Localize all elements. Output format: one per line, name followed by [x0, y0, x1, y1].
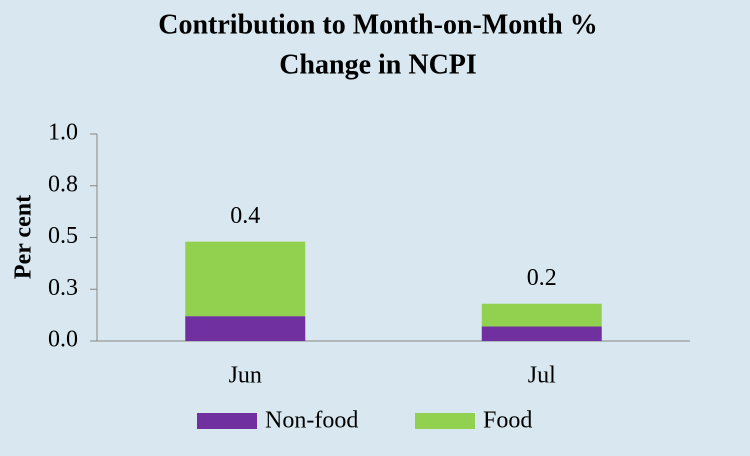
chart-title: Contribution to Month-on-Month %	[158, 9, 597, 40]
bar-segment	[481, 303, 602, 327]
legend-label: Food	[483, 408, 532, 434]
chart-title: Change in NCPI	[279, 49, 477, 80]
y-tick-label: 0.3	[48, 275, 78, 301]
data-label: 0.2	[527, 265, 557, 291]
bar-segment	[185, 316, 306, 341]
bar-segment	[185, 241, 306, 317]
legend-swatch	[197, 413, 257, 429]
legend-swatch	[415, 413, 475, 429]
y-axis-title: Per cent	[11, 195, 37, 279]
y-tick-label: 0.8	[48, 171, 78, 197]
data-label: 0.4	[230, 203, 260, 229]
bar-segment	[481, 326, 602, 341]
y-tick-label: 0.0	[48, 327, 78, 353]
y-tick-label: 0.5	[48, 223, 78, 249]
x-tick-label: Jul	[528, 363, 556, 389]
x-tick-label: Jun	[229, 363, 262, 389]
y-tick-label: 1.0	[48, 120, 78, 146]
legend-label: Non-food	[265, 408, 358, 434]
